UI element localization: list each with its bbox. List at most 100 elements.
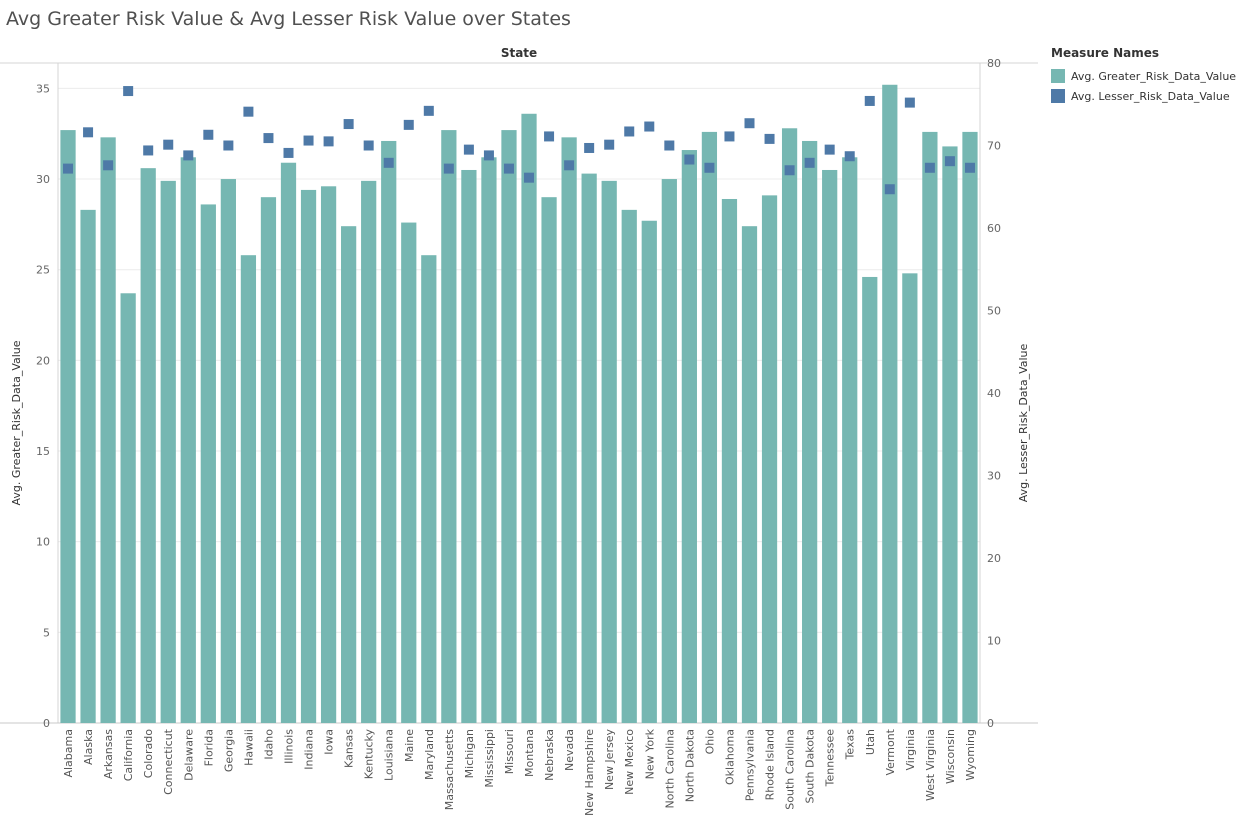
- point-lesser-risk: [684, 154, 695, 165]
- point-lesser-risk: [183, 150, 194, 161]
- point-lesser-risk: [483, 150, 494, 161]
- bar-greater-risk: [822, 169, 838, 723]
- point-lesser-risk: [223, 140, 234, 151]
- point-lesser-risk: [123, 86, 134, 97]
- bar-greater-risk: [100, 137, 116, 724]
- x-tick-label: Virginia: [904, 729, 917, 770]
- x-tick-label: Kansas: [343, 729, 356, 768]
- y-axis-title: Avg. Greater_Risk_Data_Value: [10, 340, 23, 505]
- point-lesser-risk: [423, 105, 434, 116]
- x-tick-label: Colorado: [142, 729, 155, 778]
- y2-tick-label: 80: [987, 57, 1001, 70]
- x-tick-label: Massachusetts: [443, 729, 456, 811]
- x-tick-label: Wyoming: [964, 729, 977, 781]
- bar-greater-risk: [721, 198, 738, 723]
- point-lesser-risk: [503, 163, 514, 174]
- x-tick-label: Missouri: [503, 729, 516, 774]
- x-tick-label: Oklahoma: [723, 729, 736, 785]
- x-tick-label: Louisiana: [383, 729, 396, 781]
- legend: Measure Names Avg. Greater_Risk_Data_Val…: [1051, 46, 1251, 106]
- point-lesser-risk: [103, 160, 114, 171]
- bar-greater-risk: [341, 226, 357, 723]
- bar-greater-risk: [922, 131, 938, 723]
- y-tick-label: 5: [43, 626, 50, 639]
- bar-greater-risk: [220, 179, 236, 724]
- bar-greater-risk: [842, 157, 858, 724]
- point-lesser-risk: [584, 142, 595, 153]
- bar-greater-risk: [401, 222, 417, 724]
- bar-greater-risk: [300, 189, 317, 723]
- x-tick-label: Georgia: [222, 729, 235, 772]
- x-tick-label: Nevada: [563, 729, 576, 771]
- point-lesser-risk: [263, 133, 274, 144]
- bar-greater-risk: [541, 197, 557, 723]
- x-tick-label: Michigan: [463, 729, 476, 778]
- point-lesser-risk: [604, 139, 615, 150]
- x-tick-label: Delaware: [182, 729, 195, 781]
- y2-tick-label: 10: [987, 635, 1001, 648]
- bar-greater-risk: [701, 131, 718, 723]
- legend-item-lesser[interactable]: Avg. Lesser_Risk_Data_Value: [1051, 86, 1251, 106]
- bar-greater-risk: [962, 131, 978, 723]
- point-lesser-risk: [243, 106, 254, 117]
- x-tick-label: Idaho: [262, 729, 275, 760]
- point-lesser-risk: [63, 163, 74, 174]
- bar-greater-risk: [781, 128, 798, 723]
- x-tick-label: Utah: [864, 729, 877, 755]
- point-lesser-risk: [163, 139, 174, 150]
- point-lesser-risk: [724, 131, 735, 142]
- x-tick-label: Kentucky: [363, 729, 376, 780]
- point-lesser-risk: [624, 126, 635, 137]
- bar-greater-risk: [521, 113, 537, 724]
- legend-swatch-lesser: [1051, 89, 1065, 103]
- legend-label-lesser: Avg. Lesser_Risk_Data_Value: [1071, 89, 1230, 103]
- x-tick-label: Mississippi: [483, 729, 496, 788]
- point-lesser-risk: [323, 136, 334, 147]
- point-lesser-risk: [804, 157, 815, 168]
- x-tick-label: Texas: [844, 729, 857, 761]
- y2-axis-title: Avg. Lesser_Risk_Data_Value: [1017, 343, 1030, 502]
- y-tick-label: 10: [36, 536, 50, 549]
- legend-item-greater[interactable]: Avg. Greater_Risk_Data_Value: [1051, 66, 1251, 86]
- point-lesser-risk: [844, 151, 855, 162]
- x-tick-label: Connecticut: [162, 728, 175, 795]
- chart-title: Avg Greater Risk Value & Avg Lesser Risk…: [6, 8, 571, 30]
- point-lesser-risk: [884, 184, 895, 195]
- point-lesser-risk: [904, 97, 915, 108]
- y2-tick-label: 40: [987, 387, 1001, 400]
- x-tick-label: Maryland: [423, 729, 436, 780]
- bar-greater-risk: [942, 146, 958, 723]
- bar-greater-risk: [381, 140, 397, 723]
- bar-greater-risk: [60, 130, 76, 724]
- y-tick-label: 0: [43, 717, 50, 730]
- x-tick-label: Florida: [202, 729, 215, 766]
- y-tick-label: 15: [36, 445, 50, 458]
- top-axis-label: State: [501, 46, 537, 60]
- x-tick-label: Rhode Island: [764, 729, 777, 800]
- x-tick-label: Tennessee: [824, 729, 837, 788]
- bar-greater-risk: [441, 130, 457, 724]
- bar-greater-risk: [601, 180, 617, 723]
- bar-greater-risk: [902, 273, 918, 723]
- y2-tick-label: 0: [987, 717, 994, 730]
- point-lesser-risk: [463, 144, 474, 155]
- y-tick-label: 35: [36, 82, 50, 95]
- point-lesser-risk: [744, 118, 755, 129]
- x-tick-label: West Virginia: [924, 729, 937, 801]
- x-tick-label: Vermont: [884, 728, 897, 775]
- legend-title: Measure Names: [1051, 46, 1160, 60]
- bar-greater-risk: [361, 180, 377, 723]
- y2-tick-label: 30: [987, 470, 1001, 483]
- x-tick-label: Nebraska: [543, 729, 556, 781]
- x-tick-label: Illinois: [283, 729, 296, 764]
- bar-greater-risk: [180, 157, 196, 724]
- bar-greater-risk: [260, 197, 277, 723]
- bar-greater-risk: [661, 179, 677, 724]
- legend-swatch-greater: [1051, 69, 1065, 83]
- bar-greater-risk: [741, 226, 758, 723]
- bar-greater-risk: [80, 209, 96, 723]
- x-tick-label: California: [122, 729, 135, 781]
- point-lesser-risk: [383, 157, 394, 168]
- bar-greater-risk: [140, 168, 156, 723]
